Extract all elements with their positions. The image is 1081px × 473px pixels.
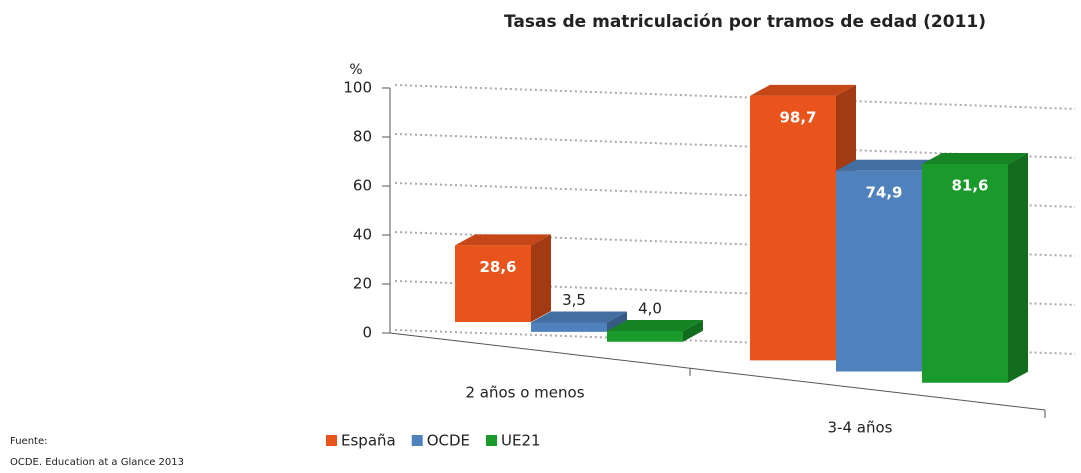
bar-front bbox=[750, 95, 836, 361]
value-label: 81,6 bbox=[951, 177, 988, 195]
bar bbox=[607, 320, 703, 342]
bar-front bbox=[607, 331, 683, 342]
y-tick-label: 40 bbox=[353, 226, 372, 244]
bar bbox=[455, 234, 551, 322]
y-tick-label: 0 bbox=[362, 324, 372, 342]
bar-top bbox=[922, 153, 1028, 165]
bar-top bbox=[607, 320, 703, 332]
source-text: OCDE. Education at a Glance 2013 bbox=[10, 457, 184, 468]
bar-top bbox=[836, 159, 942, 171]
bar-front bbox=[836, 170, 922, 372]
bar-front bbox=[531, 322, 607, 332]
y-tick-label: 20 bbox=[353, 275, 372, 293]
bar-front bbox=[455, 245, 531, 322]
value-label: 74,9 bbox=[865, 183, 902, 201]
legend-swatch bbox=[326, 435, 337, 446]
bar-side bbox=[1008, 153, 1028, 383]
bar-top bbox=[750, 84, 856, 96]
grid-line bbox=[394, 84, 1076, 110]
bar-top bbox=[455, 234, 551, 246]
y-tick-label: 80 bbox=[353, 128, 372, 146]
value-label: 4,0 bbox=[638, 300, 662, 318]
y-tick-label: 100 bbox=[343, 79, 372, 97]
grid-line bbox=[394, 133, 1076, 159]
bar-front bbox=[922, 164, 1008, 383]
value-label: 98,7 bbox=[779, 108, 816, 126]
grid-line bbox=[394, 231, 1076, 257]
legend-label: OCDE bbox=[427, 432, 470, 450]
legend-swatch bbox=[411, 435, 423, 446]
y-unit-label: % bbox=[349, 62, 362, 78]
x-tick-label: 2 años o menos bbox=[465, 384, 584, 402]
grid-line bbox=[394, 182, 1076, 208]
grid-line bbox=[394, 329, 1076, 355]
value-label: 3,5 bbox=[562, 291, 586, 309]
legend-swatch bbox=[486, 435, 498, 446]
legend-label: UE21 bbox=[501, 432, 541, 450]
bar bbox=[531, 311, 627, 332]
bar-side bbox=[531, 234, 551, 322]
value-label: 28,6 bbox=[479, 258, 516, 276]
chart-title: Tasas de matriculación por tramos de eda… bbox=[504, 12, 986, 32]
grid-line bbox=[394, 280, 1076, 306]
y-tick-label: 60 bbox=[353, 177, 372, 195]
x-axis bbox=[389, 332, 1046, 411]
bar-side bbox=[607, 311, 627, 332]
legend-label: España bbox=[341, 432, 396, 450]
bar bbox=[922, 153, 1028, 383]
x-tick-label: 3-4 años bbox=[828, 419, 893, 437]
bar-side bbox=[683, 320, 703, 342]
bar-top bbox=[531, 311, 627, 323]
source-label: Fuente: bbox=[10, 436, 47, 447]
